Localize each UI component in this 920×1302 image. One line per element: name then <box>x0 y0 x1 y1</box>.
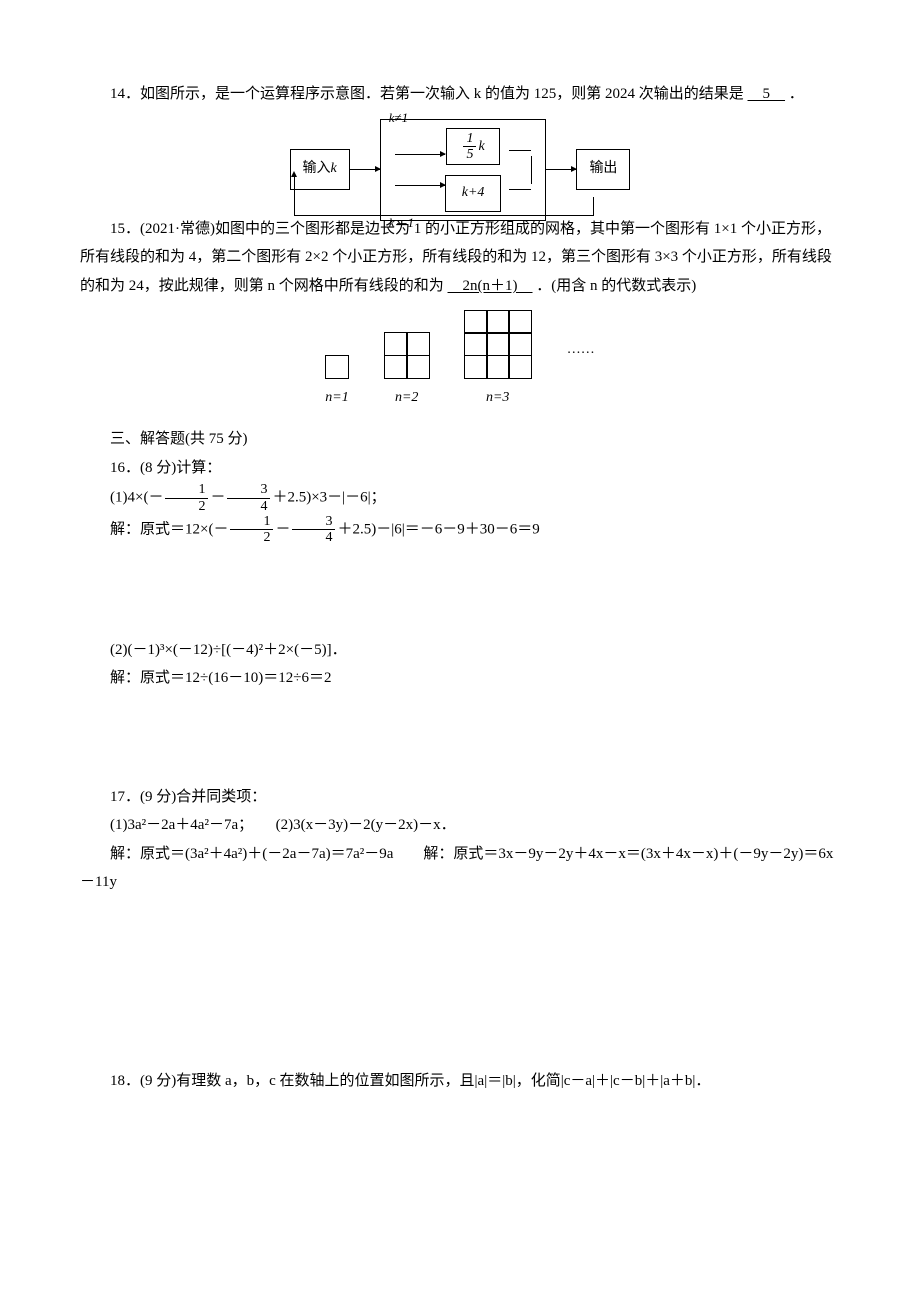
grid-cell <box>486 355 510 379</box>
grid-2 <box>385 333 429 378</box>
flow-top-arrow-row <box>395 154 445 155</box>
flow-line-bot-out <box>509 189 531 190</box>
flow-input-box: 输入k <box>290 149 350 190</box>
flow-op-top-num: 1 <box>463 131 476 147</box>
grid-cell <box>464 332 488 356</box>
q16-p1sol-c: ＋2.5)－|6|＝－6－9＋30－6＝9 <box>337 521 539 537</box>
q16-p1sol-f1: 12 <box>230 514 273 546</box>
q14-text: 14．如图所示，是一个运算程序示意图．若第一次输入 k 的值为 125，则第 2… <box>80 80 840 109</box>
q14-flowchart: 输入k k≠1 k＝1 1 5 k k+4 <box>80 119 840 221</box>
flow-op-top-var: k <box>478 139 484 154</box>
flow-op-top-frac: 1 5 <box>463 131 476 163</box>
grid-n2: n=2 <box>385 333 429 411</box>
grid-label-1: n=1 <box>325 385 348 412</box>
spacer <box>80 546 840 636</box>
q18-text: 18．(9 分)有理数 a，b，c 在数轴上的位置如图所示，且|a|＝|b|，化… <box>80 1067 840 1096</box>
grid-cell <box>508 310 532 334</box>
frac-num: 3 <box>292 514 335 530</box>
grid-cell <box>406 332 430 356</box>
flow-arrow-bot <box>395 185 445 186</box>
q15-figure: n=1 n=2 n=3 …… <box>80 310 840 411</box>
q16-p2-sol: 解：原式＝12÷(16－10)＝12÷6＝2 <box>80 664 840 693</box>
grid-3 <box>465 310 531 378</box>
flow-bot-arrow-row <box>395 185 445 186</box>
grid-cell <box>384 355 408 379</box>
q16-p1: (1)4×(－12－34＋2.5)×3－|－6|； <box>80 482 840 514</box>
q16-p1sol-a: 解：原式＝12×(－ <box>110 521 228 537</box>
q16-p1-f1: 12 <box>165 482 208 514</box>
q14-tail: ． <box>789 86 804 102</box>
frac-den: 4 <box>292 530 335 545</box>
flow-output-box: 输出 <box>576 149 630 190</box>
q16-p1-a: (1)4×(－ <box>110 489 163 505</box>
flow-feedback-h <box>294 215 594 216</box>
flow-split-vline <box>380 126 381 214</box>
flow-feedback-vright <box>593 197 594 215</box>
q14-body: 14．如图所示，是一个运算程序示意图．若第一次输入 k 的值为 125，则第 2… <box>110 86 744 102</box>
q17-sol: 解：原式＝(3a²＋4a²)＋(－2a－7a)＝7a²－9a 解：原式＝3x－9… <box>80 840 840 897</box>
flow-arrow-1 <box>350 169 380 170</box>
q16-p2: (2)(－1)³×(－12)÷[(－4)²＋2×(－5)]． <box>80 636 840 665</box>
flow-op-top-den: 5 <box>463 147 476 162</box>
flow-merge-vline <box>531 156 532 184</box>
frac-den: 2 <box>165 499 208 514</box>
grid-cell <box>384 332 408 356</box>
flow-input-label: 输入 <box>303 161 331 176</box>
flow-op-top: 1 5 k <box>446 128 499 166</box>
flow-feedback-arrowhead <box>291 171 297 177</box>
grid-cell <box>325 355 349 379</box>
q15-tail: ．(用含 n 的代数式表示) <box>536 278 696 294</box>
q14-answer: 5 <box>748 86 786 102</box>
flow-cond-top: k≠1 <box>389 106 408 131</box>
q17-head: 17．(9 分)合并同类项： <box>80 783 840 812</box>
q16-p1-sol: 解：原式＝12×(－12－34＋2.5)－|6|＝－6－9＋30－6＝9 <box>80 514 840 546</box>
q15-answer: 2n(n＋1) <box>448 278 533 294</box>
grid-n3: n=3 <box>465 310 531 411</box>
grid-cell <box>464 310 488 334</box>
q16-p1sol-f2: 34 <box>292 514 335 546</box>
q16-p1-c: ＋2.5)×3－|－6|； <box>272 489 385 505</box>
flow-merge-col <box>509 150 531 190</box>
frac-num: 1 <box>230 514 273 530</box>
q16-p1-f2: 34 <box>227 482 270 514</box>
q17-line: (1)3a²－2a＋4a²－7a； (2)3(x－3y)－2(y－2x)－x． <box>80 811 840 840</box>
grid-cell <box>508 332 532 356</box>
q16-p1-b: － <box>210 489 225 505</box>
grid-cell <box>508 355 532 379</box>
grid-dots: …… <box>567 337 595 384</box>
q15-text: 15．(2021·常德)如图中的三个图形都是边长为 1 的小正方形组成的网格，其… <box>80 215 840 301</box>
frac-num: 3 <box>227 482 270 498</box>
flow-op-bot: k+4 <box>445 175 502 212</box>
flow-ops-col: 1 5 k k+4 <box>445 128 502 212</box>
q16-p1sol-b: － <box>275 521 290 537</box>
grid-n1: n=1 <box>325 356 348 411</box>
grid-label-3: n=3 <box>465 385 531 412</box>
frac-den: 2 <box>230 530 273 545</box>
grid-cell <box>464 355 488 379</box>
flow-input-var: k <box>331 161 337 176</box>
spacer <box>80 693 840 783</box>
grid-cell <box>486 332 510 356</box>
q16-head: 16．(8 分)计算： <box>80 454 840 483</box>
flow-feedback-vleft <box>294 175 295 215</box>
flow-arrow-out <box>546 169 576 170</box>
section3-heading: 三、解答题(共 75 分) <box>80 425 840 454</box>
grid-label-2: n=2 <box>385 385 429 412</box>
grid-1 <box>325 356 348 379</box>
flow-line-top-out <box>509 150 531 151</box>
grid-cell <box>406 355 430 379</box>
flow-arrow-top <box>395 154 445 155</box>
frac-den: 4 <box>227 499 270 514</box>
flow-decision-box: k≠1 k＝1 1 5 k k+4 <box>380 119 547 221</box>
grid-cell <box>486 310 510 334</box>
frac-num: 1 <box>165 482 208 498</box>
spacer <box>80 897 840 1067</box>
flow-split-col: k≠1 k＝1 <box>395 154 445 186</box>
